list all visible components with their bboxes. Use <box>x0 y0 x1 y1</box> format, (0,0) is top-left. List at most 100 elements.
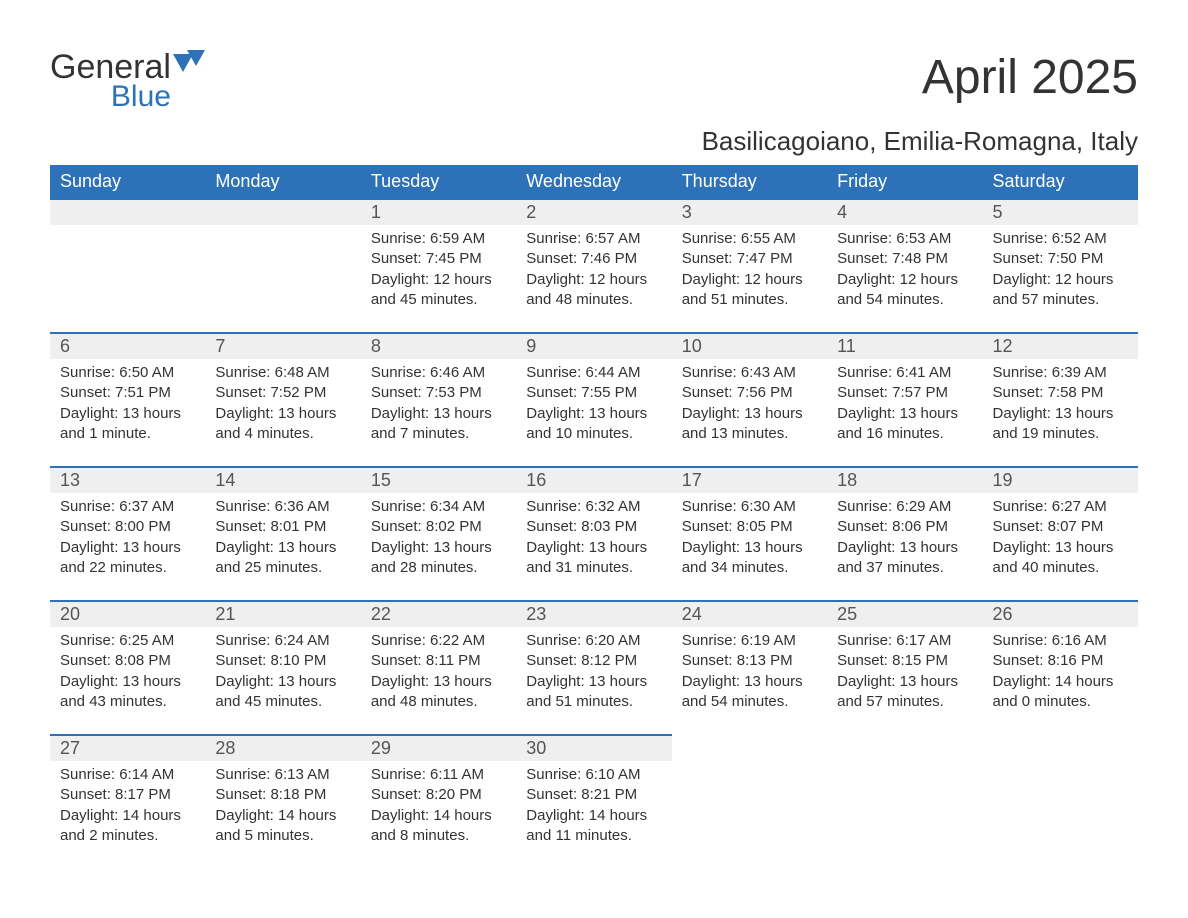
day-sunrise: Sunrise: 6:29 AM <box>837 497 972 517</box>
day-sunset: Sunset: 8:21 PM <box>526 785 661 805</box>
calendar-cell: 1Sunrise: 6:59 AMSunset: 7:45 PMDaylight… <box>361 198 516 332</box>
day-sunset: Sunset: 8:17 PM <box>60 785 195 805</box>
day-sunrise: Sunrise: 6:53 AM <box>837 229 972 249</box>
day-number: 24 <box>672 600 827 627</box>
calendar-body: 1Sunrise: 6:59 AMSunset: 7:45 PMDaylight… <box>50 198 1138 868</box>
day-body: Sunrise: 6:11 AMSunset: 8:20 PMDaylight:… <box>361 761 516 856</box>
day-dl2: and 43 minutes. <box>60 692 195 712</box>
day-number: 19 <box>983 466 1138 493</box>
calendar-cell: 14Sunrise: 6:36 AMSunset: 8:01 PMDayligh… <box>205 466 360 600</box>
day-body: Sunrise: 6:30 AMSunset: 8:05 PMDaylight:… <box>672 493 827 588</box>
day-number: 17 <box>672 466 827 493</box>
day-sunset: Sunset: 7:46 PM <box>526 249 661 269</box>
day-dl2: and 45 minutes. <box>215 692 350 712</box>
day-sunset: Sunset: 7:45 PM <box>371 249 506 269</box>
calendar-cell: 3 Sunrise: 6:55 AMSunset: 7:47 PMDaylight… <box>672 198 827 332</box>
day-number: 10 <box>672 332 827 359</box>
day-sunrise: Sunrise: 6:48 AM <box>215 363 350 383</box>
calendar-cell: 16Sunrise: 6:32 AMSunset: 8:03 PMDayligh… <box>516 466 671 600</box>
calendar-cell: 2 Sunrise: 6:57 AMSunset: 7:46 PMDaylight… <box>516 198 671 332</box>
day-dl1: Daylight: 13 hours <box>215 404 350 424</box>
day-dl1: Daylight: 13 hours <box>993 404 1128 424</box>
day-number: 13 <box>50 466 205 493</box>
calendar-cell: 20Sunrise: 6:25 AMSunset: 8:08 PMDayligh… <box>50 600 205 734</box>
day-sunrise: Sunrise: 6:39 AM <box>993 363 1128 383</box>
day-number: 29 <box>361 734 516 761</box>
day-number: 3 <box>672 198 827 225</box>
day-body: Sunrise: 6:39 AMSunset: 7:58 PMDaylight:… <box>983 359 1138 454</box>
day-sunset: Sunset: 7:57 PM <box>837 383 972 403</box>
calendar-cell <box>50 198 205 332</box>
day-sunrise: Sunrise: 6:22 AM <box>371 631 506 651</box>
day-dl2: and 45 minutes. <box>371 290 506 310</box>
day-dl1: Daylight: 14 hours <box>60 806 195 826</box>
calendar-cell: 18Sunrise: 6:29 AMSunset: 8:06 PMDayligh… <box>827 466 982 600</box>
day-number: 30 <box>516 734 671 761</box>
day-sunset: Sunset: 7:56 PM <box>682 383 817 403</box>
calendar-week-row: 6Sunrise: 6:50 AMSunset: 7:51 PMDaylight… <box>50 332 1138 466</box>
day-sunrise: Sunrise: 6:27 AM <box>993 497 1128 517</box>
day-number: 23 <box>516 600 671 627</box>
day-body: Sunrise: 6:50 AMSunset: 7:51 PMDaylight:… <box>50 359 205 454</box>
day-sunset: Sunset: 8:10 PM <box>215 651 350 671</box>
day-sunset: Sunset: 8:12 PM <box>526 651 661 671</box>
day-sunset: Sunset: 7:52 PM <box>215 383 350 403</box>
day-sunset: Sunset: 7:48 PM <box>837 249 972 269</box>
day-body: Sunrise: 6:32 AMSunset: 8:03 PMDaylight:… <box>516 493 671 588</box>
day-dl1: Daylight: 12 hours <box>993 270 1128 290</box>
day-dl1: Daylight: 13 hours <box>526 404 661 424</box>
day-sunrise: Sunrise: 6:19 AM <box>682 631 817 651</box>
day-number: 16 <box>516 466 671 493</box>
day-number: 26 <box>983 600 1138 627</box>
day-dl1: Daylight: 14 hours <box>371 806 506 826</box>
day-sunrise: Sunrise: 6:55 AM <box>682 229 817 249</box>
day-sunset: Sunset: 7:53 PM <box>371 383 506 403</box>
day-number: 6 <box>50 332 205 359</box>
day-sunset: Sunset: 8:18 PM <box>215 785 350 805</box>
day-dl2: and 5 minutes. <box>215 826 350 846</box>
day-sunrise: Sunrise: 6:14 AM <box>60 765 195 785</box>
day-body: Sunrise: 6:53 AMSunset: 7:48 PMDaylight:… <box>827 225 982 320</box>
day-dl1: Daylight: 13 hours <box>215 538 350 558</box>
day-number: 21 <box>205 600 360 627</box>
day-number: 27 <box>50 734 205 761</box>
calendar-cell: 19Sunrise: 6:27 AMSunset: 8:07 PMDayligh… <box>983 466 1138 600</box>
day-number: 2 <box>516 198 671 225</box>
day-dl2: and 40 minutes. <box>993 558 1128 578</box>
day-sunrise: Sunrise: 6:57 AM <box>526 229 661 249</box>
day-dl1: Daylight: 12 hours <box>371 270 506 290</box>
day-dl2: and 10 minutes. <box>526 424 661 444</box>
calendar-cell: 30Sunrise: 6:10 AMSunset: 8:21 PMDayligh… <box>516 734 671 868</box>
day-dl2: and 25 minutes. <box>215 558 350 578</box>
day-sunrise: Sunrise: 6:59 AM <box>371 229 506 249</box>
col-header: Thursday <box>672 165 827 198</box>
day-body: Sunrise: 6:27 AMSunset: 8:07 PMDaylight:… <box>983 493 1138 588</box>
day-dl2: and 2 minutes. <box>60 826 195 846</box>
day-dl1: Daylight: 12 hours <box>526 270 661 290</box>
day-dl2: and 57 minutes. <box>837 692 972 712</box>
day-number: 4 <box>827 198 982 225</box>
day-dl1: Daylight: 14 hours <box>993 672 1128 692</box>
day-dl1: Daylight: 12 hours <box>682 270 817 290</box>
day-number: 14 <box>205 466 360 493</box>
day-dl1: Daylight: 13 hours <box>60 672 195 692</box>
day-sunset: Sunset: 7:47 PM <box>682 249 817 269</box>
day-sunrise: Sunrise: 6:30 AM <box>682 497 817 517</box>
calendar-header-row: Sunday Monday Tuesday Wednesday Thursday… <box>50 165 1138 198</box>
day-number: 7 <box>205 332 360 359</box>
day-dl1: Daylight: 13 hours <box>837 672 972 692</box>
calendar-cell: 17Sunrise: 6:30 AMSunset: 8:05 PMDayligh… <box>672 466 827 600</box>
day-dl1: Daylight: 13 hours <box>371 672 506 692</box>
calendar-cell: 10Sunrise: 6:43 AMSunset: 7:56 PMDayligh… <box>672 332 827 466</box>
day-sunrise: Sunrise: 6:41 AM <box>837 363 972 383</box>
day-dl1: Daylight: 13 hours <box>682 672 817 692</box>
calendar-cell: 27 Sunrise: 6:14 AMSunset: 8:17 PMDayligh… <box>50 734 205 868</box>
day-number: 8 <box>361 332 516 359</box>
day-dl1: Daylight: 13 hours <box>682 538 817 558</box>
day-dl2: and 37 minutes. <box>837 558 972 578</box>
day-sunrise: Sunrise: 6:34 AM <box>371 497 506 517</box>
day-sunrise: Sunrise: 6:50 AM <box>60 363 195 383</box>
calendar-cell: 15Sunrise: 6:34 AMSunset: 8:02 PMDayligh… <box>361 466 516 600</box>
day-sunrise: Sunrise: 6:17 AM <box>837 631 972 651</box>
day-body: Sunrise: 6:46 AMSunset: 7:53 PMDaylight:… <box>361 359 516 454</box>
